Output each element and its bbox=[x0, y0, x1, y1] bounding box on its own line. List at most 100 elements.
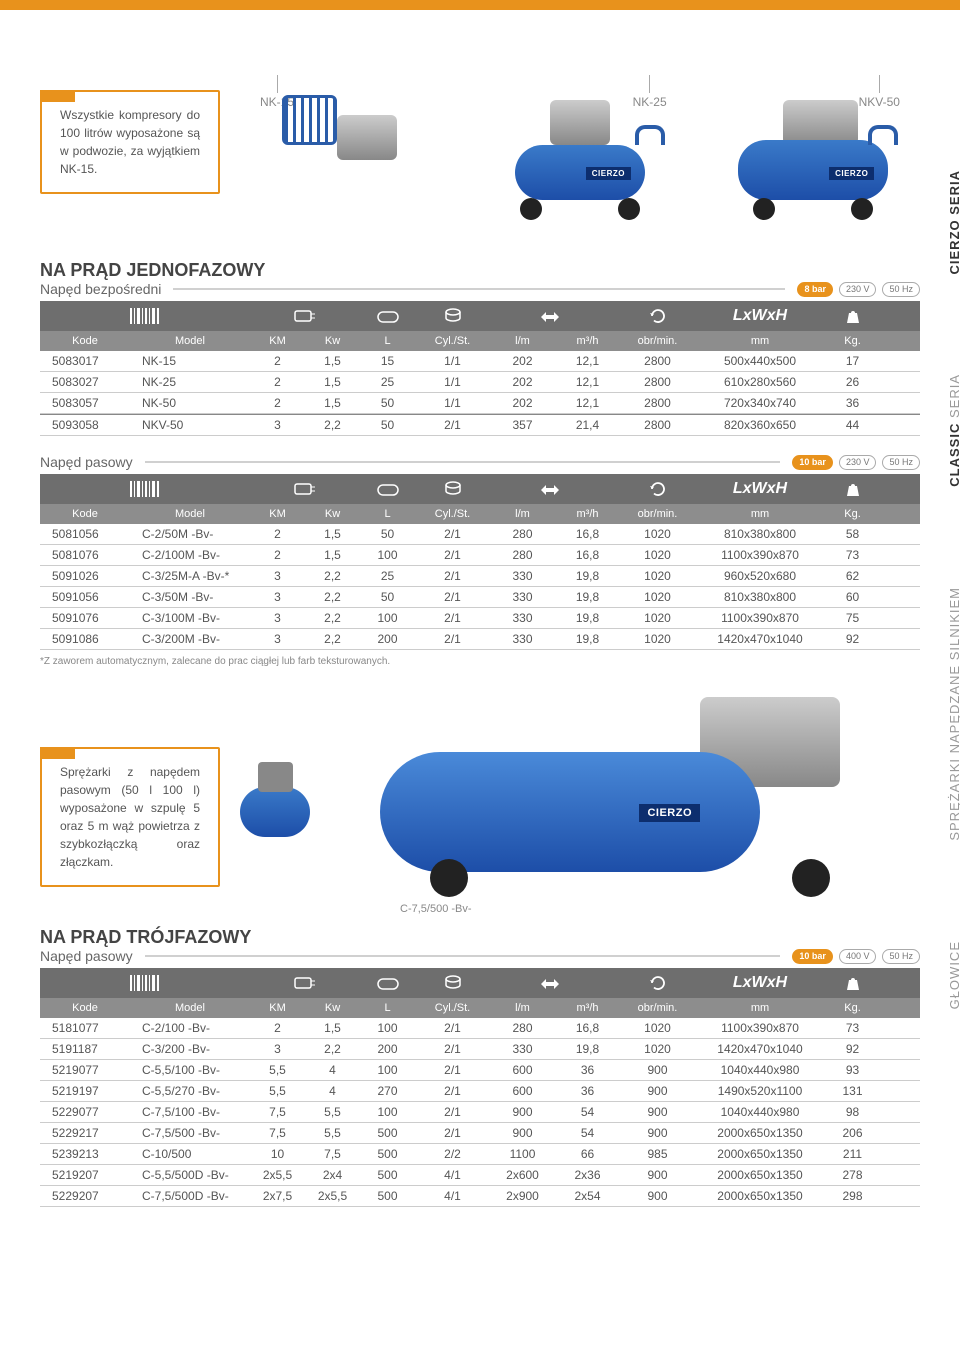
table-cell: 278 bbox=[825, 1168, 880, 1182]
dimensions-label: LxWxH bbox=[695, 974, 825, 992]
table-cell: 1/1 bbox=[415, 396, 490, 410]
table-cell: 44 bbox=[825, 418, 880, 432]
badge-voltage: 230 V bbox=[839, 282, 877, 297]
table-cell: 5091056 bbox=[40, 590, 130, 604]
table-cell: 60 bbox=[825, 590, 880, 604]
col-header: mm bbox=[695, 1002, 825, 1014]
table-cell: 36 bbox=[555, 1084, 620, 1098]
col-header: Kw bbox=[305, 508, 360, 520]
badge-frequency: 50 Hz bbox=[882, 282, 920, 297]
table-cell: NKV-50 bbox=[130, 418, 250, 432]
table-cell: 2 bbox=[250, 396, 305, 410]
table-cell: 1/1 bbox=[415, 375, 490, 389]
table-cell: 2,2 bbox=[305, 418, 360, 432]
table-cell: 1020 bbox=[620, 632, 695, 646]
rpm-icon bbox=[620, 307, 695, 325]
table-cell: 7,5 bbox=[250, 1105, 305, 1119]
table-cell: 19,8 bbox=[555, 632, 620, 646]
table3-sub-header: KodeModelKMKwLCyl./St.l/mm³/hobr/min.mmK… bbox=[40, 998, 920, 1018]
table-cell: 17 bbox=[825, 354, 880, 368]
table-cell: 900 bbox=[620, 1189, 695, 1203]
dimensions-label: LxWxH bbox=[695, 480, 825, 498]
col-header: Kg. bbox=[825, 335, 880, 347]
table-cell: C-10/500 bbox=[130, 1147, 250, 1161]
table-cell: C-5,5/100 -Bv- bbox=[130, 1063, 250, 1077]
table-row: 5083027NK-2521,5251/120212,12800610x280x… bbox=[40, 372, 920, 393]
spec-badges: 10 bar 230 V 50 Hz bbox=[792, 455, 920, 470]
table-cell: 900 bbox=[620, 1126, 695, 1140]
table-cell: 2/1 bbox=[415, 1042, 490, 1056]
table-cell: 2 bbox=[250, 548, 305, 562]
table-cell: 1020 bbox=[620, 590, 695, 604]
table-cell: 5,5 bbox=[250, 1084, 305, 1098]
table-cell: 2/1 bbox=[415, 632, 490, 646]
col-header: Cyl./St. bbox=[415, 335, 490, 347]
top-note-box: Wszystkie kompresory do 100 litrów wypos… bbox=[40, 90, 220, 194]
table-cell: 92 bbox=[825, 1042, 880, 1056]
table-cell: 5083017 bbox=[40, 354, 130, 368]
table-cell: NK-15 bbox=[130, 354, 250, 368]
table-cell: 202 bbox=[490, 396, 555, 410]
col-header: Kw bbox=[305, 335, 360, 347]
table-cell: 610x280x560 bbox=[695, 375, 825, 389]
barcode-icon bbox=[40, 308, 250, 325]
table-cell: 5239213 bbox=[40, 1147, 130, 1161]
big-compressor-illustration: CIERZO C-7,5/500 -Bv- bbox=[340, 697, 920, 897]
table-cell: 2/1 bbox=[415, 1126, 490, 1140]
table-cell: 500 bbox=[360, 1126, 415, 1140]
table-cell: 1420x470x1040 bbox=[695, 632, 825, 646]
table-cell: 4/1 bbox=[415, 1168, 490, 1182]
table-row: 5091026C-3/25M-A -Bv-*32,2252/133019,810… bbox=[40, 566, 920, 587]
table-cell: 7,5 bbox=[250, 1126, 305, 1140]
table-cell: 2,2 bbox=[305, 1042, 360, 1056]
spec-badges: 8 bar 230 V 50 Hz bbox=[797, 282, 920, 297]
col-header: m³/h bbox=[555, 1002, 620, 1014]
table-cell: 2 bbox=[250, 527, 305, 541]
col-header: KM bbox=[250, 1002, 305, 1014]
table-cell: 5,5 bbox=[305, 1105, 360, 1119]
col-header: Model bbox=[130, 508, 250, 520]
section3-sub: Napęd pasowy 10 bar 400 V 50 Hz bbox=[40, 948, 920, 964]
table-cell: 2 bbox=[250, 375, 305, 389]
table-cell: 280 bbox=[490, 527, 555, 541]
tank-icon bbox=[360, 481, 415, 497]
cylinder-icon bbox=[415, 308, 490, 325]
section2-footnote: *Z zaworem automatycznym, zalecane do pr… bbox=[40, 656, 920, 667]
table-cell: 900 bbox=[490, 1105, 555, 1119]
col-header: Kg. bbox=[825, 1002, 880, 1014]
table-cell: 73 bbox=[825, 1021, 880, 1035]
table-cell: C-2/100 -Bv- bbox=[130, 1021, 250, 1035]
table-cell: 206 bbox=[825, 1126, 880, 1140]
table-cell: 98 bbox=[825, 1105, 880, 1119]
table-cell: 1,5 bbox=[305, 354, 360, 368]
table-cell: 58 bbox=[825, 527, 880, 541]
col-header: obr/min. bbox=[620, 335, 695, 347]
table-cell: 5229077 bbox=[40, 1105, 130, 1119]
tab-suffix: SERIA bbox=[947, 170, 960, 215]
col-header: L bbox=[360, 508, 415, 520]
col-header: Kode bbox=[40, 335, 130, 347]
table-cell: 100 bbox=[360, 611, 415, 625]
product-nk25: NK-25 CIERZO bbox=[473, 90, 686, 220]
weight-icon bbox=[825, 975, 880, 992]
table-cell: 3 bbox=[250, 569, 305, 583]
table-cell: 16,8 bbox=[555, 527, 620, 541]
table1-sub-header: KodeModelKMKwLCyl./St.l/mm³/hobr/min.mmK… bbox=[40, 331, 920, 351]
table-cell: 2x7,5 bbox=[250, 1189, 305, 1203]
table-cell: C-5,5/500D -Bv- bbox=[130, 1168, 250, 1182]
divider-line bbox=[145, 461, 781, 463]
table-cell: 7,5 bbox=[305, 1147, 360, 1161]
table-cell: 16,8 bbox=[555, 548, 620, 562]
table-cell: 1490x520x1100 bbox=[695, 1084, 825, 1098]
table-cell: 50 bbox=[360, 527, 415, 541]
flow-icon bbox=[490, 975, 620, 991]
col-header: Kode bbox=[40, 1002, 130, 1014]
table-cell: 5229207 bbox=[40, 1189, 130, 1203]
table-cell: 1,5 bbox=[305, 396, 360, 410]
table-cell: C-5,5/270 -Bv- bbox=[130, 1084, 250, 1098]
mid-note-box: Sprężarki z napędem pasowym (50 l 100 l)… bbox=[40, 747, 220, 887]
col-header: l/m bbox=[490, 335, 555, 347]
table-cell: 2,2 bbox=[305, 590, 360, 604]
table-cell: 2000x650x1350 bbox=[695, 1126, 825, 1140]
table-row: 5181077C-2/100 -Bv-21,51002/128016,81020… bbox=[40, 1018, 920, 1039]
